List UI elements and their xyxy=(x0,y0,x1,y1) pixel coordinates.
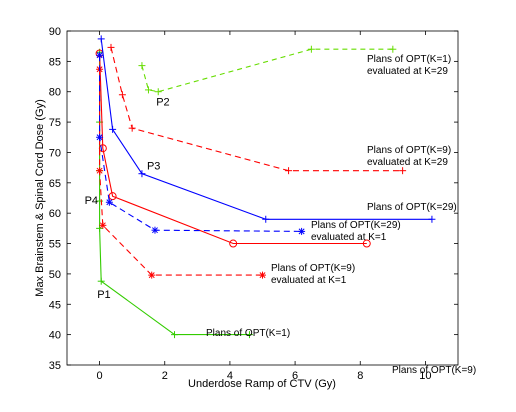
y-tick-label: 55 xyxy=(49,239,61,251)
axes: 0 2 4 6 8 10 35 40 45 50 55 60 65 70 75 80 85 90 xyxy=(49,26,458,382)
data-point xyxy=(151,226,159,234)
series-2 xyxy=(138,45,397,96)
series-label-line: Plans of OPT(K=1) xyxy=(206,328,290,339)
data-point xyxy=(148,271,156,279)
data-point xyxy=(285,167,293,175)
data-point xyxy=(259,271,266,279)
y-tick-label: 80 xyxy=(49,87,61,99)
marker-stroke xyxy=(96,52,103,59)
annotation-label: P1 xyxy=(97,289,110,301)
series-line xyxy=(99,55,302,232)
series-label: Plans of OPT(K=9) xyxy=(392,365,476,376)
annotation-label: P4 xyxy=(85,195,98,207)
plot-area xyxy=(66,30,459,366)
data-point xyxy=(399,167,407,175)
series-label: Plans of OPT(K=1) xyxy=(206,328,290,339)
series-label: Plans of OPT(K=29) xyxy=(367,202,457,213)
data-point xyxy=(138,170,146,178)
x-tick-label: 4 xyxy=(227,370,233,382)
y-axis-label: Max Brainstem & Spinal Cord Dose (Gy) xyxy=(34,99,46,296)
series-label: Plans of OPT(K=1) evaluated at K=29 xyxy=(367,54,451,77)
data-point xyxy=(105,198,113,206)
y-tick-label: 40 xyxy=(49,330,61,342)
data-point xyxy=(245,331,253,339)
y-tick-label: 45 xyxy=(49,299,61,311)
annotation-label: P3 xyxy=(147,161,160,173)
annotation-label: P2 xyxy=(156,97,169,109)
data-point xyxy=(118,91,126,99)
data-point xyxy=(298,227,306,235)
series-line xyxy=(99,69,263,276)
data-point xyxy=(109,125,117,133)
series-label-line: Plans of OPT(K=9) xyxy=(271,263,355,274)
series-label: Plans of OPT(K=9) evaluated at K=1 xyxy=(271,263,355,286)
marker-stroke xyxy=(148,272,155,279)
y-tick-label: 60 xyxy=(49,208,61,220)
series-label-line: Plans of OPT(K=1) xyxy=(367,54,451,65)
data-point xyxy=(307,45,315,53)
marker-stroke xyxy=(106,199,113,206)
data-point xyxy=(97,277,105,285)
data-point xyxy=(229,239,238,248)
series-label-line: Plans of OPT(K=29) xyxy=(311,220,401,231)
marker-stroke xyxy=(298,228,305,235)
data-point xyxy=(154,88,162,96)
x-axis-label: Underdose Ramp of CTV (Gy) xyxy=(188,378,336,390)
data-point xyxy=(96,133,104,141)
x-tick-label: 10 xyxy=(419,370,431,382)
series-label-line: evaluated at K=1 xyxy=(311,232,387,243)
data-point xyxy=(97,35,105,43)
x-tick-label: 8 xyxy=(357,370,363,382)
y-tick-label: 35 xyxy=(49,360,61,372)
y-tick-label: 75 xyxy=(49,117,61,129)
y-tick-label: 70 xyxy=(49,147,61,159)
series-label-line: evaluated at K=29 xyxy=(367,157,448,168)
series-label-line: Plans of OPT(K=9) xyxy=(367,145,451,156)
data-point xyxy=(138,62,146,70)
y-tick-label: 65 xyxy=(49,178,61,190)
marker-stroke xyxy=(151,227,158,234)
x-tick-label: 0 xyxy=(97,370,103,382)
data-point xyxy=(99,221,107,229)
marker-stroke xyxy=(96,167,103,174)
y-tick-label: 90 xyxy=(49,26,61,38)
y-tick-label: 85 xyxy=(49,56,61,68)
series-4 xyxy=(107,43,407,175)
series-layer xyxy=(95,35,436,339)
data-point xyxy=(171,331,179,339)
data-point xyxy=(389,45,397,53)
series-label: Plans of OPT(K=9) evaluated at K=29 xyxy=(367,145,451,168)
data-point xyxy=(144,86,152,94)
series-label-line: evaluated at K=1 xyxy=(271,275,347,286)
series-label-line: evaluated at K=29 xyxy=(367,66,448,77)
x-tick-label: 6 xyxy=(292,370,298,382)
label-layer: Plans of OPT(K=1)Plans of OPT(K=1) evalua… xyxy=(85,54,477,376)
series-line xyxy=(99,53,367,245)
x-tick-label: 2 xyxy=(162,370,168,382)
data-point xyxy=(96,167,104,175)
data-point xyxy=(128,124,136,132)
series-3 xyxy=(95,49,371,248)
data-point xyxy=(362,239,371,248)
series-6 xyxy=(97,35,436,223)
data-point xyxy=(98,144,107,153)
data-point xyxy=(96,51,104,59)
series-7 xyxy=(96,51,306,235)
marker-stroke xyxy=(99,222,106,229)
data-point xyxy=(108,192,117,201)
data-point xyxy=(96,224,104,232)
series-label: Plans of OPT(K=29) evaluated at K=1 xyxy=(311,220,401,243)
data-point xyxy=(428,215,436,223)
y-tick-label: 50 xyxy=(49,269,61,281)
data-point xyxy=(262,215,270,223)
series-label-line: Plans of OPT(K=9) xyxy=(392,365,476,376)
data-point xyxy=(107,43,115,51)
marker-stroke xyxy=(96,134,103,141)
marker-stroke xyxy=(259,272,266,279)
series-label-line: Plans of OPT(K=29) xyxy=(367,202,457,213)
